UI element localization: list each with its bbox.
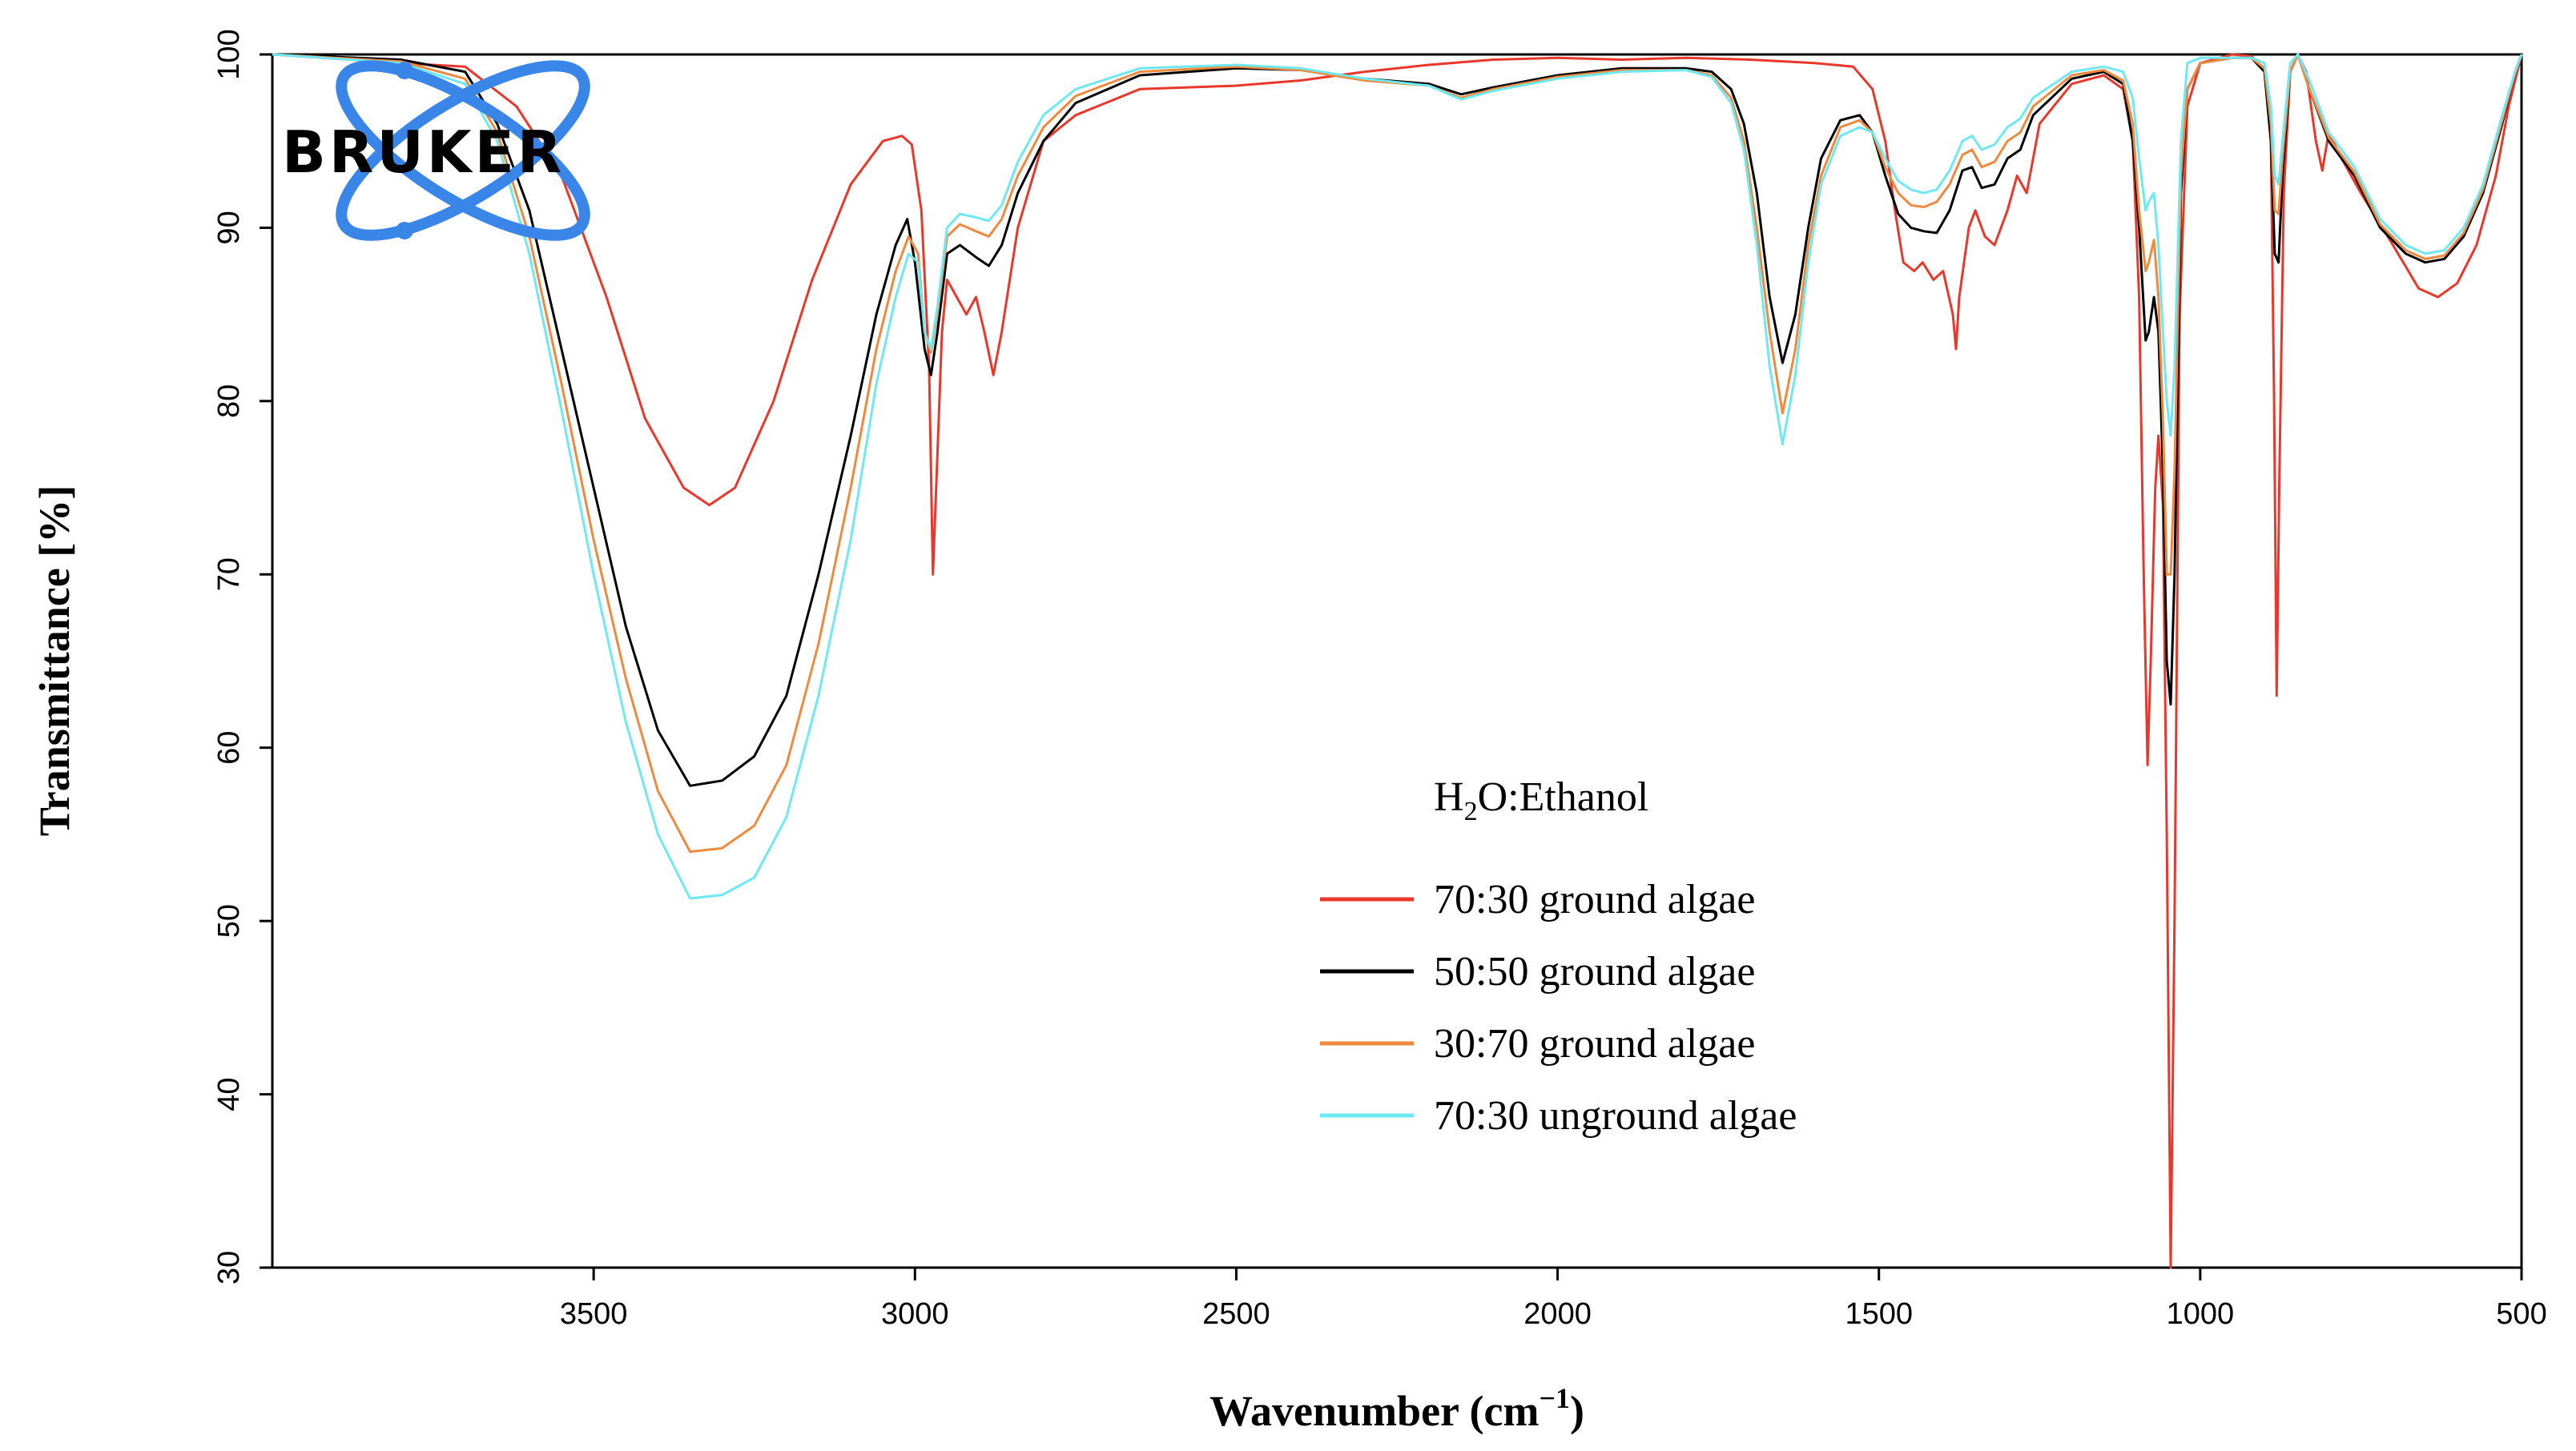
- legend-label-4: 70:30 unground algae: [1434, 1093, 1797, 1139]
- legend: H2O:Ethanol 70:30 ground algae 50:50 grou…: [1320, 774, 1797, 1139]
- x-tick-label: 500: [2496, 1297, 2546, 1331]
- y-tick-label: 40: [212, 1077, 246, 1111]
- logo-orbit-left: [336, 60, 590, 241]
- y-tick-label: 60: [212, 731, 246, 765]
- x-axis-title: Wavenumber (cm−1): [1210, 1382, 1584, 1435]
- series-line-1: [272, 53, 2523, 1269]
- logo-orbit-right: [336, 60, 590, 241]
- legend-title-subscript: 2: [1464, 797, 1478, 826]
- x-axis-title-unit-exponent: −1: [1539, 1382, 1570, 1414]
- legend-label-2: 50:50 ground algae: [1434, 949, 1755, 995]
- logo-electron-top: [396, 62, 413, 79]
- legend-label-1: 70:30 ground algae: [1434, 877, 1755, 922]
- x-tick-label: 1500: [1845, 1297, 1913, 1331]
- bruker-logo: BRUKER: [282, 60, 590, 241]
- legend-title-post: O:Ethanol: [1478, 774, 1649, 820]
- x-tick-label: 2500: [1202, 1297, 1270, 1331]
- y-tick-label: 70: [212, 557, 246, 591]
- y-tick-label: 90: [212, 211, 246, 244]
- x-tick-label: 3000: [881, 1297, 949, 1331]
- y-tick-label: 80: [212, 384, 246, 418]
- logo-electron-bottom: [396, 222, 413, 239]
- x-tick-label: 2000: [1523, 1297, 1592, 1331]
- x-axis: 3500 3000 2500 2000 1500 1000 500: [560, 1268, 2547, 1331]
- legend-title: H2O:Ethanol: [1434, 774, 1648, 826]
- legend-title-pre: H: [1434, 774, 1464, 820]
- legend-items: 70:30 ground algae 50:50 ground algae 30:7…: [1320, 877, 1797, 1139]
- y-tick-label: 50: [212, 904, 246, 938]
- x-tick-label: 3500: [560, 1297, 628, 1331]
- plot-frame: [271, 53, 2523, 1269]
- series-layer: [272, 53, 2523, 1269]
- series-line-4: [272, 53, 2523, 900]
- y-axis: 30 40 50 60 70 80 90 100: [212, 29, 272, 1284]
- x-tick-label: 1000: [2167, 1297, 2235, 1331]
- x-axis-title-close: ): [1570, 1387, 1584, 1435]
- y-tick-label: 100: [212, 29, 246, 79]
- y-tick-label: 30: [212, 1251, 246, 1284]
- logo-wordmark: BRUKER: [282, 119, 565, 186]
- legend-label-3: 30:70 ground algae: [1434, 1021, 1755, 1067]
- x-axis-title-main: Wavenumber (cm: [1210, 1387, 1539, 1435]
- y-axis-title: Transmittance [%]: [30, 485, 78, 836]
